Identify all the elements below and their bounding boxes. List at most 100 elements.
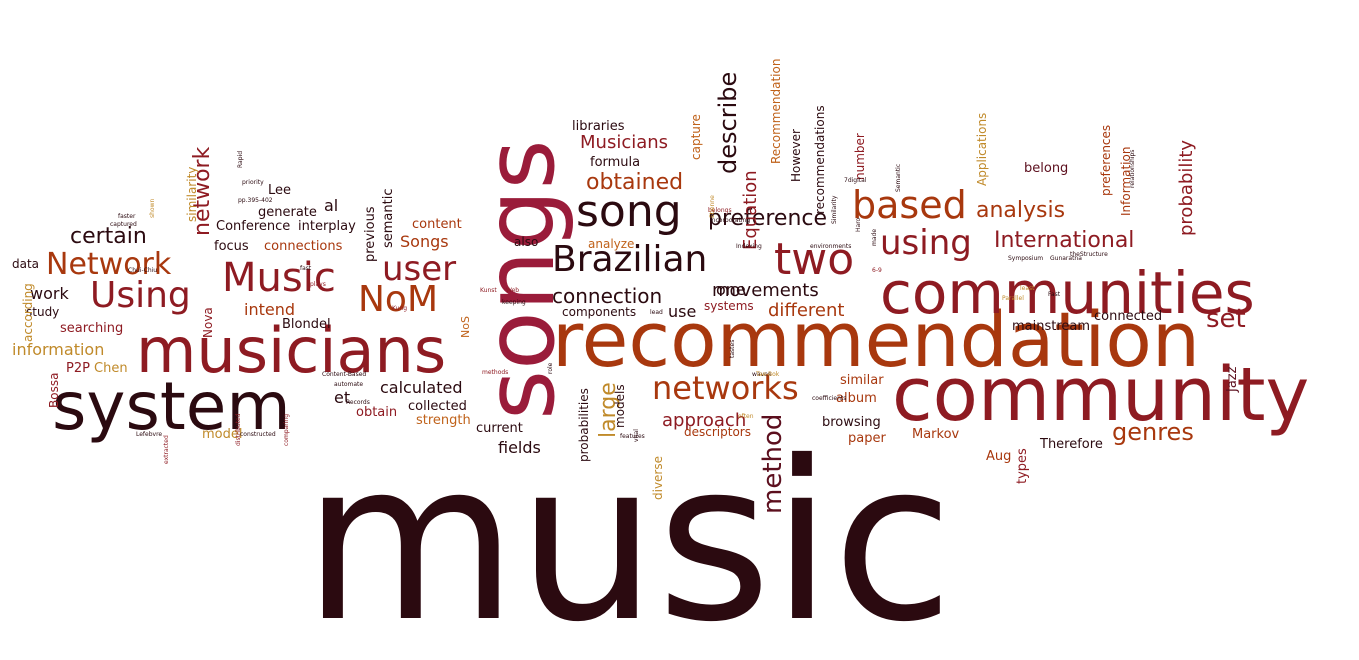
word-set: set — [1206, 304, 1246, 334]
word-community: community — [892, 352, 1310, 438]
word-diverse: diverse — [651, 455, 665, 500]
word-made: made — [871, 228, 878, 246]
word-relationships: relationships — [1129, 149, 1136, 188]
word-jazz: Jazz — [1225, 366, 1240, 392]
word-priority: priority — [242, 179, 264, 186]
word-semantic: semantic — [381, 188, 396, 249]
word-faster: faster — [118, 213, 136, 220]
word-models: models — [613, 384, 627, 428]
word-certain: certain — [70, 224, 147, 249]
word-strength: strength — [416, 413, 471, 428]
word-lead: lead — [650, 309, 663, 316]
word-using: Using — [90, 275, 191, 316]
word-user: user — [382, 249, 457, 289]
word-study: study — [26, 305, 60, 319]
word-obtain: obtain — [356, 405, 398, 420]
word-recommendation: Recommendation — [769, 58, 783, 164]
word-belongs: belongs — [708, 207, 732, 214]
word-similarity: similarity — [185, 166, 199, 222]
word-musicians: Musicians — [580, 132, 669, 153]
word-nova: Nova — [201, 307, 215, 338]
word-applications: Applications — [975, 112, 989, 186]
word-interplay: interplay — [298, 219, 356, 234]
word-thestructure: theStructure — [1070, 251, 1108, 258]
word-networks: networks — [652, 369, 799, 407]
word-music: Music — [222, 255, 336, 301]
word-markov: Markov — [912, 427, 960, 442]
word-belong: belong — [1024, 161, 1069, 176]
word-kung: Kung — [392, 305, 408, 312]
word-describe: describe — [714, 71, 742, 174]
word-paper: paper — [848, 431, 886, 446]
word-vital: vital — [633, 429, 640, 442]
word-generate: generate — [258, 205, 317, 220]
word-haro: Haro — [855, 217, 862, 232]
word-fast: fast — [300, 265, 312, 272]
word-mainstream: mainstream — [1012, 319, 1091, 334]
word-music: music — [303, 414, 954, 660]
word-previous: previous — [363, 206, 378, 262]
word-also: also — [514, 235, 539, 249]
word-parallel: Parallel — [1002, 295, 1024, 302]
word-browsing: browsing — [822, 415, 881, 430]
word-network: Network — [46, 247, 172, 282]
word-equation: Equation — [740, 170, 761, 250]
word-records: Records — [346, 399, 370, 406]
word-searching: searching — [60, 321, 124, 336]
word-features: features — [620, 433, 645, 440]
word-indexing: Indexing — [736, 243, 762, 250]
word-least: least — [1020, 285, 1035, 292]
word-conference: Conference — [216, 219, 291, 234]
word-analyze: analyze — [588, 237, 635, 251]
word-libraries: libraries — [572, 119, 625, 134]
word-coefficients: coefficients — [812, 395, 847, 402]
word-album: album — [836, 391, 877, 406]
word-lefebvre: Lefebvre — [136, 431, 163, 438]
word-tastes: tastes — [729, 339, 736, 358]
word-bossa: Bossa — [47, 372, 61, 408]
word-method: method — [758, 413, 788, 514]
word-use: use — [668, 302, 697, 321]
word-extracted: extracted — [163, 435, 170, 464]
word-preference: preference — [708, 206, 828, 231]
word-automate: automate — [334, 381, 364, 388]
word-connection: connection — [552, 284, 663, 308]
word-nom: NoM — [358, 279, 439, 320]
word-kunst: Kunst — [480, 287, 497, 294]
word-number: number — [853, 133, 867, 180]
word-symposium: Symposium — [1008, 255, 1044, 262]
word-aug: Aug — [986, 449, 1012, 464]
word-fields: fields — [498, 438, 541, 457]
word-captured: captured — [110, 221, 137, 228]
word-information: information — [12, 340, 105, 359]
word-preferences: preferences — [1099, 124, 1113, 196]
word-environments: environments — [810, 243, 852, 250]
word-6-9: 6-9 — [872, 267, 882, 274]
word-web: Web — [506, 287, 520, 294]
word-probability: probability — [1176, 139, 1197, 236]
word-collected: collected — [408, 399, 467, 414]
word-however: However — [789, 129, 803, 182]
word-chen: Chen — [94, 361, 128, 376]
word-analysis: analysis — [976, 198, 1066, 223]
word-content: content — [412, 217, 462, 232]
word-recommendation: recommendation — [552, 295, 1201, 384]
word-formula: formula — [590, 155, 641, 170]
word-based: based — [852, 183, 967, 227]
word-gunaratna: Gunaratna — [1050, 255, 1082, 262]
word-current: current — [476, 421, 523, 436]
word-brazilian: Brazilian — [552, 239, 708, 280]
word-lee: Lee — [268, 183, 292, 198]
word-descriptors: descriptors — [684, 425, 751, 439]
word-musicians: musicians — [136, 314, 447, 387]
word-types: types — [1015, 448, 1030, 484]
word-recommendations: recommendations — [813, 105, 827, 214]
word-using: using — [880, 223, 972, 263]
word-genres: genres — [1112, 418, 1194, 446]
word-7digital: 7digital — [844, 177, 867, 184]
word-calculated: calculated — [380, 378, 463, 397]
word-p2p: P2P — [66, 361, 90, 376]
word-incorporating: incorporating — [710, 217, 751, 224]
word-rapid: Rapid — [237, 151, 244, 168]
